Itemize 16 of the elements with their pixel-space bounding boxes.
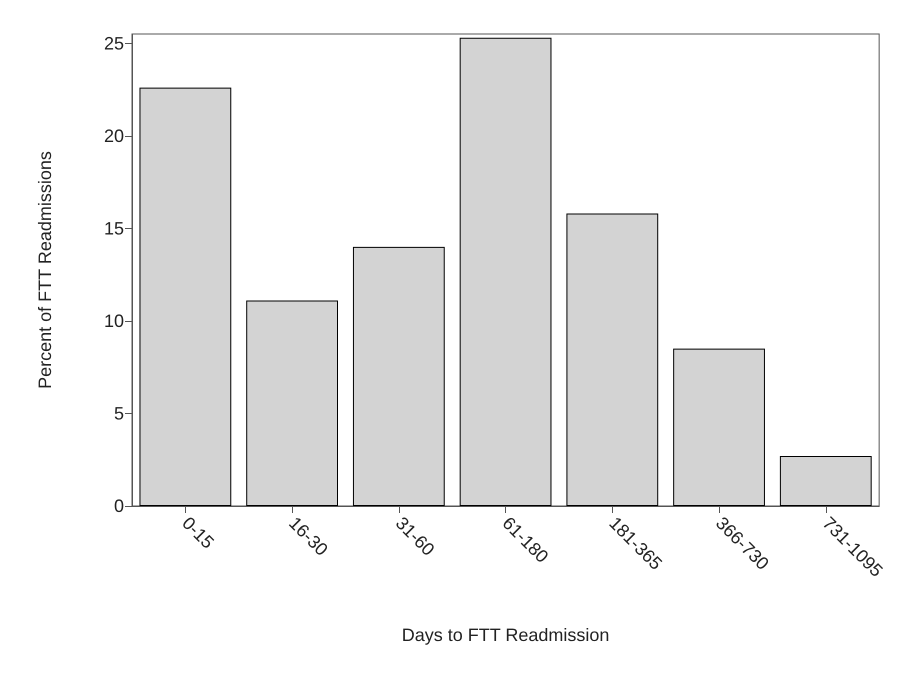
x-tick-label: 0-15 [178, 512, 218, 553]
y-tick-label: 25 [104, 33, 124, 54]
y-tick-label: 0 [114, 496, 124, 516]
bar [352, 246, 445, 506]
bar [460, 38, 552, 506]
x-axis-title: Days to FTT Readmission [402, 625, 610, 645]
y-tick-label: 20 [104, 126, 124, 146]
bar [139, 88, 232, 506]
y-tick-label: 5 [114, 403, 124, 424]
bar [780, 456, 872, 506]
bar [246, 300, 338, 506]
bar [673, 348, 765, 506]
bar [566, 214, 658, 506]
y-tick-label: 10 [104, 310, 124, 331]
y-tick-label: 15 [104, 218, 124, 238]
y-axis-title: Percent of FTT Readmissions [35, 151, 55, 389]
